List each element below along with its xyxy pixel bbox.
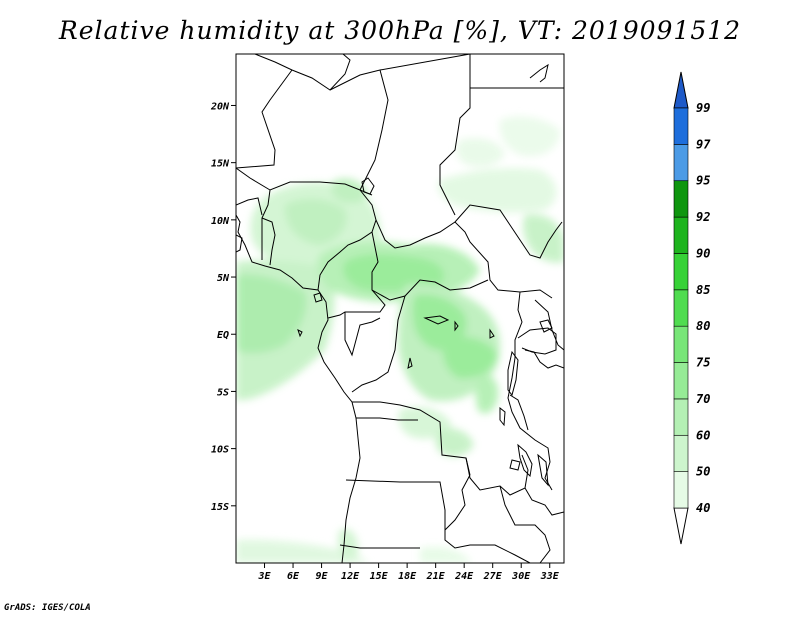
longitude-ticks: 3E 6E 9E 12E 15E 18E 21E 24E 27E 30E 33E	[257, 563, 560, 582]
colorbar: 40 50 60 70 75 80 85 90 92 95 97 99	[673, 71, 711, 545]
lat-tick-label: 10N	[211, 216, 230, 227]
colorbar-swatch	[673, 216, 689, 254]
lat-tick-label: 15S	[211, 502, 229, 513]
lon-tick-label: 21E	[426, 571, 446, 582]
colorbar-label: 50	[696, 465, 710, 479]
lon-tick-label: 30E	[511, 571, 531, 582]
lat-tick-label: 5S	[217, 387, 229, 398]
colorbar-label: 90	[696, 246, 710, 260]
lat-tick-label: 5N	[217, 273, 230, 284]
colorbar-swatch	[673, 398, 689, 436]
map-title: Relative humidity at 300hPa [%], VT: 201…	[58, 16, 742, 45]
colorbar-label: 75	[696, 356, 710, 370]
colorbar-label: 60	[696, 428, 710, 442]
colorbar-label: 99	[696, 101, 710, 115]
lon-tick-label: 24E	[454, 571, 474, 582]
lon-tick-label: 33E	[540, 571, 560, 582]
lon-tick-label: 15E	[370, 571, 389, 582]
colorbar-label: 95	[696, 174, 710, 188]
grads-credit: GrADS: IGES/COLA	[4, 603, 91, 613]
colorbar-swatch	[673, 325, 689, 363]
country-borders	[236, 54, 564, 563]
lat-tick-label: 15N	[211, 159, 230, 170]
colorbar-label: 40	[696, 501, 710, 515]
colorbar-label: 97	[696, 137, 711, 151]
lon-tick-label: 18E	[398, 571, 417, 582]
colorbar-swatch	[673, 180, 689, 218]
map-frame	[235, 53, 565, 564]
lat-tick-label: EQ	[217, 330, 229, 341]
colorbar-label: 80	[696, 319, 710, 333]
colorbar-swatch	[673, 362, 689, 400]
colorbar-label: 85	[696, 283, 710, 297]
colorbar-swatch	[673, 289, 689, 327]
lon-tick-label: 27E	[483, 571, 503, 582]
colorbar-label: 92	[696, 210, 710, 224]
lon-tick-label: 12E	[341, 571, 360, 582]
lon-tick-label: 9E	[316, 571, 329, 582]
colorbar-lower-arrow	[673, 507, 689, 545]
colorbar-swatch	[673, 107, 689, 145]
colorbar-swatch	[673, 434, 689, 472]
lon-tick-label: 6E	[287, 571, 300, 582]
lat-tick-label: 10S	[211, 445, 229, 456]
colorbar-swatch	[673, 471, 689, 509]
colorbar-label: 70	[696, 392, 710, 406]
latitude-ticks: 20N 15N 10N 5N EQ 5S 10S 15S	[210, 101, 236, 513]
colorbar-upper-arrow	[673, 71, 689, 109]
colorbar-swatch	[673, 253, 689, 291]
colorbar-swatch	[673, 144, 689, 182]
lon-tick-label: 3E	[257, 571, 271, 582]
lat-tick-label: 20N	[210, 101, 230, 112]
